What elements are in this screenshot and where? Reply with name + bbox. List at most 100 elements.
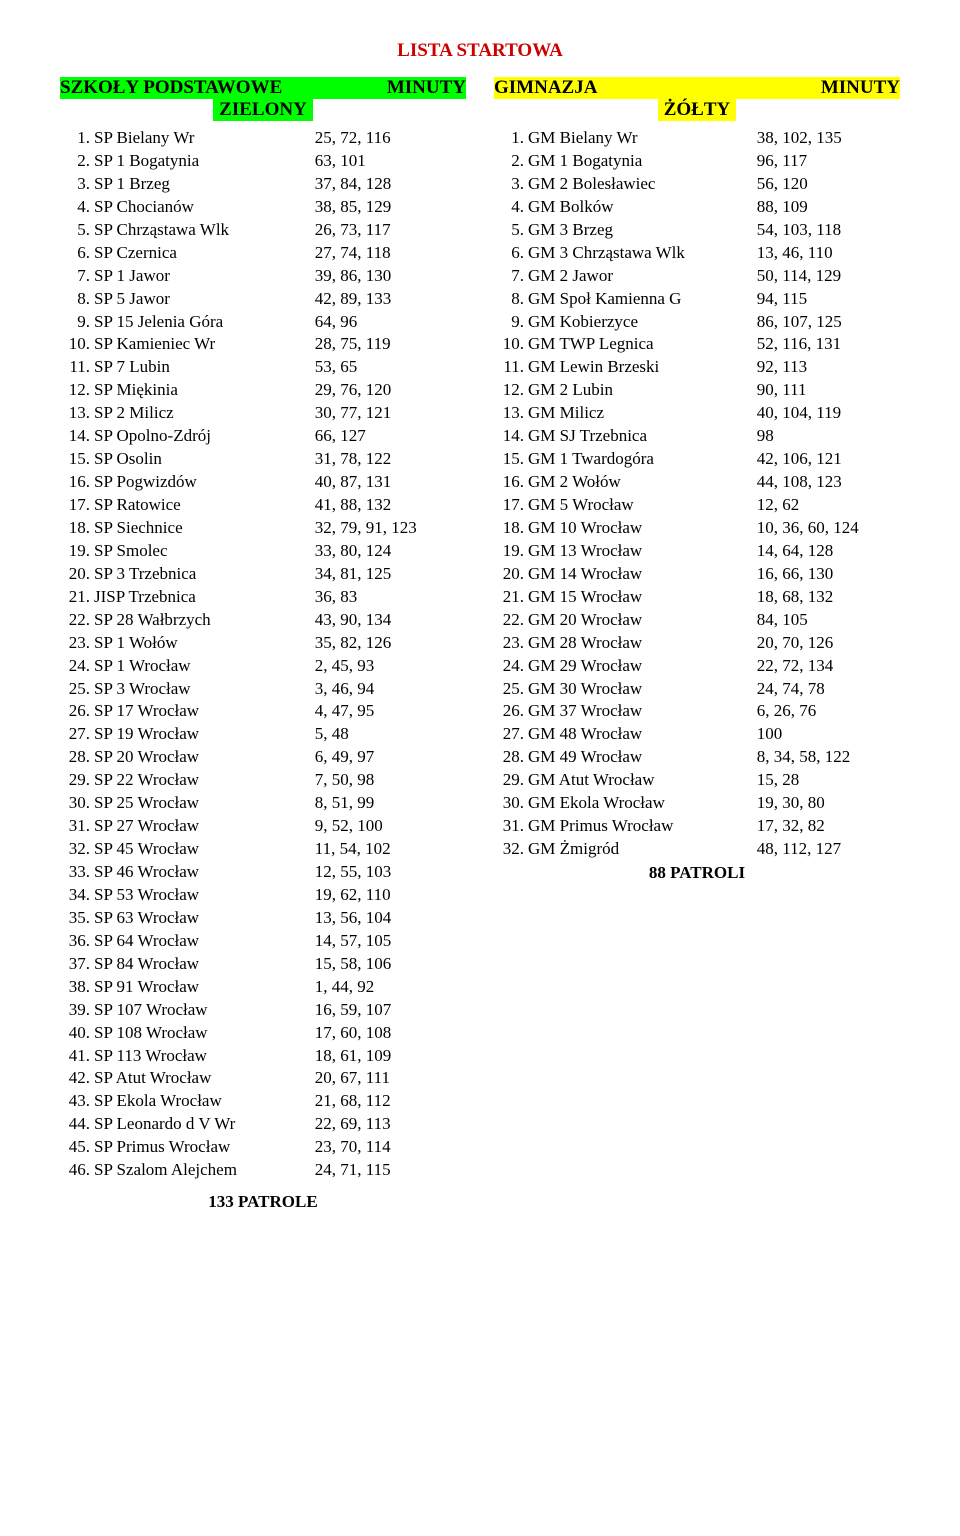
row-name: SP Kamieniec Wr (94, 333, 315, 356)
table-row: 13.GM Milicz40, 104, 119 (494, 402, 900, 425)
left-column-headers: SZKOŁY PODSTAWOWE MINUTY (60, 77, 466, 99)
row-number: 36. (60, 930, 94, 953)
table-row: 38.SP 91 Wrocław1, 44, 92 (60, 976, 466, 999)
table-row: 7.SP 1 Jawor39, 86, 130 (60, 265, 466, 288)
row-minutes: 39, 86, 130 (315, 265, 466, 288)
row-number: 12. (494, 379, 528, 402)
row-minutes: 30, 77, 121 (315, 402, 466, 425)
row-number: 43. (60, 1090, 94, 1113)
row-number: 46. (60, 1159, 94, 1182)
row-number: 5. (60, 219, 94, 242)
table-row: 17.SP Ratowice41, 88, 132 (60, 494, 466, 517)
table-row: 42.SP Atut Wrocław20, 67, 111 (60, 1067, 466, 1090)
row-name: GM SJ Trzebnica (528, 425, 757, 448)
row-number: 14. (494, 425, 528, 448)
table-row: 45.SP Primus Wrocław23, 70, 114 (60, 1136, 466, 1159)
table-row: 37.SP 84 Wrocław15, 58, 106 (60, 953, 466, 976)
table-row: 28.SP 20 Wrocław6, 49, 97 (60, 746, 466, 769)
row-minutes: 4, 47, 95 (315, 700, 466, 723)
row-minutes: 24, 71, 115 (315, 1159, 466, 1182)
row-minutes: 28, 75, 119 (315, 333, 466, 356)
row-number: 21. (60, 586, 94, 609)
row-number: 6. (60, 242, 94, 265)
table-row: 18.GM 10 Wrocław10, 36, 60, 124 (494, 517, 900, 540)
row-minutes: 31, 78, 122 (315, 448, 466, 471)
row-number: 32. (60, 838, 94, 861)
row-name: SP 25 Wrocław (94, 792, 315, 815)
row-number: 29. (60, 769, 94, 792)
row-number: 15. (494, 448, 528, 471)
row-name: GM 37 Wrocław (528, 700, 757, 723)
row-number: 1. (494, 127, 528, 150)
row-minutes: 42, 89, 133 (315, 288, 466, 311)
row-minutes: 41, 88, 132 (315, 494, 466, 517)
row-name: GM Bolków (528, 196, 757, 219)
row-number: 13. (494, 402, 528, 425)
row-minutes: 21, 68, 112 (315, 1090, 466, 1113)
row-name: SP 1 Wrocław (94, 655, 315, 678)
table-row: 11.SP 7 Lubin53, 65 (60, 356, 466, 379)
table-row: 44.SP Leonardo d V Wr22, 69, 113 (60, 1113, 466, 1136)
row-minutes: 23, 70, 114 (315, 1136, 466, 1159)
row-minutes: 29, 76, 120 (315, 379, 466, 402)
table-row: 41.SP 113 Wrocław18, 61, 109 (60, 1045, 466, 1068)
row-number: 33. (60, 861, 94, 884)
row-number: 8. (60, 288, 94, 311)
table-row: 32.GM Żmigród48, 112, 127 (494, 838, 900, 861)
row-name: GM TWP Legnica (528, 333, 757, 356)
row-minutes: 8, 51, 99 (315, 792, 466, 815)
row-number: 1. (60, 127, 94, 150)
row-minutes: 15, 58, 106 (315, 953, 466, 976)
row-name: GM Primus Wrocław (528, 815, 757, 838)
row-minutes: 53, 65 (315, 356, 466, 379)
left-footer: 133 PATROLE (60, 1192, 466, 1212)
row-minutes: 34, 81, 125 (315, 563, 466, 586)
row-name: SP 84 Wrocław (94, 953, 315, 976)
row-minutes: 13, 56, 104 (315, 907, 466, 930)
table-row: 11.GM Lewin Brzeski92, 113 (494, 356, 900, 379)
table-row: 32.SP 45 Wrocław11, 54, 102 (60, 838, 466, 861)
row-minutes: 38, 85, 129 (315, 196, 466, 219)
columns-wrapper: SZKOŁY PODSTAWOWE MINUTY ZIELONY 1.SP Bi… (60, 77, 900, 1212)
table-row: 33.SP 46 Wrocław12, 55, 103 (60, 861, 466, 884)
row-number: 17. (494, 494, 528, 517)
row-number: 26. (60, 700, 94, 723)
row-number: 3. (494, 173, 528, 196)
row-minutes: 27, 74, 118 (315, 242, 466, 265)
row-minutes: 6, 26, 76 (757, 700, 900, 723)
row-number: 23. (60, 632, 94, 655)
table-row: 3.SP 1 Brzeg37, 84, 128 (60, 173, 466, 196)
row-name: SP Bielany Wr (94, 127, 315, 150)
page-title: LISTA STARTOWA (60, 40, 900, 62)
row-minutes: 18, 61, 109 (315, 1045, 466, 1068)
row-number: 30. (494, 792, 528, 815)
row-minutes: 22, 72, 134 (757, 655, 900, 678)
table-row: 9.SP 15 Jelenia Góra64, 96 (60, 311, 466, 334)
row-number: 25. (494, 678, 528, 701)
row-minutes: 44, 108, 123 (757, 471, 900, 494)
row-name: SP Szalom Alejchem (94, 1159, 315, 1182)
row-number: 25. (60, 678, 94, 701)
table-row: 30.GM Ekola Wrocław19, 30, 80 (494, 792, 900, 815)
table-row: 12.SP Miękinia29, 76, 120 (60, 379, 466, 402)
row-number: 20. (60, 563, 94, 586)
row-minutes: 25, 72, 116 (315, 127, 466, 150)
table-row: 6.GM 3 Chrząstawa Wlk13, 46, 110 (494, 242, 900, 265)
table-row: 10.SP Kamieniec Wr28, 75, 119 (60, 333, 466, 356)
row-name: SP Leonardo d V Wr (94, 1113, 315, 1136)
row-minutes: 12, 62 (757, 494, 900, 517)
row-minutes: 56, 120 (757, 173, 900, 196)
row-minutes: 15, 28 (757, 769, 900, 792)
row-minutes: 38, 102, 135 (757, 127, 900, 150)
row-minutes: 90, 111 (757, 379, 900, 402)
row-number: 26. (494, 700, 528, 723)
row-name: GM 3 Brzeg (528, 219, 757, 242)
row-number: 34. (60, 884, 94, 907)
row-number: 12. (60, 379, 94, 402)
row-minutes: 8, 34, 58, 122 (757, 746, 900, 769)
row-number: 2. (60, 150, 94, 173)
row-minutes: 42, 106, 121 (757, 448, 900, 471)
row-number: 28. (60, 746, 94, 769)
row-name: GM 28 Wrocław (528, 632, 757, 655)
row-name: SP Opolno-Zdrój (94, 425, 315, 448)
